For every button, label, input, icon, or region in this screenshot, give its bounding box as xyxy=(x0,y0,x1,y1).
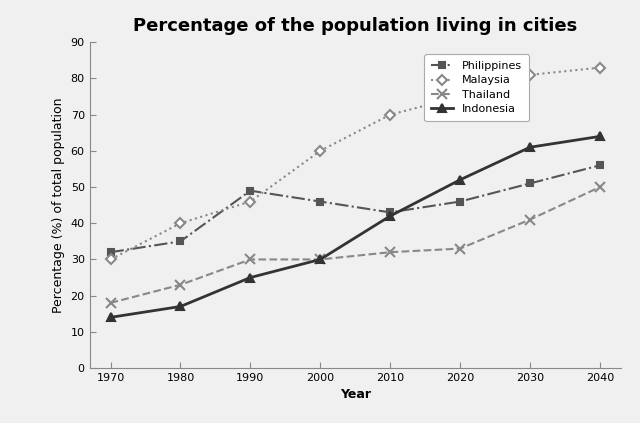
Thailand xyxy=(456,246,464,251)
Thailand xyxy=(107,300,115,305)
Thailand xyxy=(316,257,324,262)
Thailand xyxy=(246,257,254,262)
Philippines xyxy=(387,210,394,215)
Indonesia xyxy=(177,304,184,309)
Indonesia xyxy=(387,214,394,219)
Indonesia xyxy=(596,134,604,139)
X-axis label: Year: Year xyxy=(340,388,371,401)
Y-axis label: Percentage (%) of total population: Percentage (%) of total population xyxy=(52,97,65,313)
Line: Thailand: Thailand xyxy=(106,182,605,308)
Philippines xyxy=(316,199,324,204)
Thailand xyxy=(526,217,534,222)
Philippines xyxy=(456,199,464,204)
Philippines xyxy=(526,181,534,186)
Malaysia xyxy=(456,94,464,99)
Malaysia xyxy=(526,72,534,77)
Malaysia xyxy=(596,65,604,70)
Thailand xyxy=(387,250,394,255)
Philippines xyxy=(246,188,254,193)
Thailand xyxy=(596,184,604,190)
Malaysia xyxy=(387,112,394,117)
Indonesia xyxy=(456,177,464,182)
Legend: Philippines, Malaysia, Thailand, Indonesia: Philippines, Malaysia, Thailand, Indones… xyxy=(424,55,529,121)
Line: Malaysia: Malaysia xyxy=(107,64,604,263)
Thailand xyxy=(177,282,184,287)
Philippines xyxy=(107,250,115,255)
Philippines xyxy=(596,163,604,168)
Indonesia xyxy=(107,315,115,320)
Line: Indonesia: Indonesia xyxy=(106,132,604,321)
Indonesia xyxy=(316,257,324,262)
Malaysia xyxy=(107,257,115,262)
Indonesia xyxy=(246,275,254,280)
Malaysia xyxy=(246,199,254,204)
Indonesia xyxy=(526,145,534,150)
Line: Philippines: Philippines xyxy=(107,162,604,255)
Philippines xyxy=(177,239,184,244)
Malaysia xyxy=(177,221,184,226)
Malaysia xyxy=(316,148,324,154)
Title: Percentage of the population living in cities: Percentage of the population living in c… xyxy=(133,17,577,35)
